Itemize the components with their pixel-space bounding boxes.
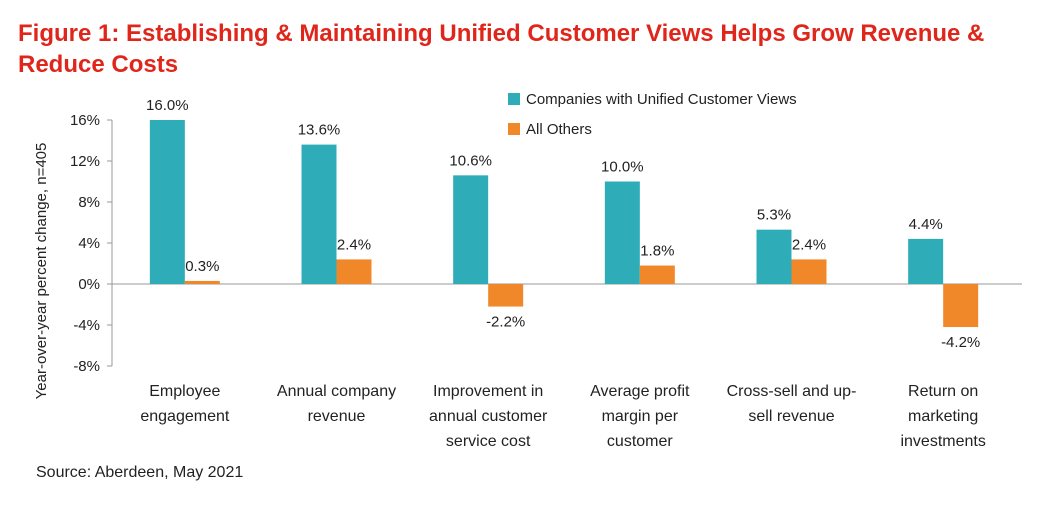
data-label: 2.4% — [337, 236, 371, 253]
data-label: 16.0% — [146, 97, 189, 114]
bar-unified — [301, 144, 337, 284]
category-label: Improvement in — [433, 383, 543, 400]
data-label: -2.2% — [486, 314, 525, 331]
data-label: 2.4% — [792, 236, 826, 253]
category-label: service cost — [446, 433, 531, 450]
y-tick-label: -8% — [73, 358, 100, 375]
category-label: sell revenue — [748, 408, 834, 425]
bar-others — [791, 259, 827, 284]
bar-unified — [756, 229, 792, 284]
category-label: marketing — [908, 408, 978, 425]
legend-swatch — [508, 93, 520, 105]
chart-title: Figure 1: Establishing & Maintaining Uni… — [18, 20, 985, 78]
bar-unified — [453, 175, 489, 284]
bar-others — [336, 259, 372, 284]
category-label: Return on — [908, 383, 978, 400]
category-label: investments — [900, 433, 985, 450]
bar-unified — [908, 238, 944, 284]
data-label: 4.4% — [909, 216, 943, 233]
data-label: 5.3% — [757, 207, 791, 224]
data-label: 10.6% — [449, 152, 492, 169]
legend-label: Companies with Unified Customer Views — [526, 91, 797, 108]
bar-unified — [149, 120, 185, 284]
y-tick-label: 0% — [78, 276, 100, 293]
legend-label: All Others — [526, 121, 592, 138]
bar-others — [184, 280, 220, 284]
data-label: 1.8% — [640, 243, 674, 260]
y-tick-label: 8% — [78, 194, 100, 211]
category-label: Average profit — [590, 383, 690, 400]
data-label: 0.3% — [185, 258, 219, 275]
y-tick-label: 12% — [70, 153, 100, 170]
category-label: revenue — [308, 408, 366, 425]
legend-swatch — [508, 123, 520, 135]
source-note: Source: Aberdeen, May 2021 — [36, 464, 244, 481]
bar-others — [488, 284, 524, 307]
category-label: Cross-sell and up- — [727, 383, 857, 400]
y-axis-label: Year-over-year percent change, n=405 — [33, 143, 50, 400]
bar-others — [639, 265, 675, 284]
category-label: customer — [607, 433, 673, 450]
category-label: Employee — [149, 383, 220, 400]
category-label: engagement — [140, 408, 230, 425]
data-label: 13.6% — [298, 122, 341, 139]
bar-unified — [604, 181, 640, 284]
category-label: Annual company — [277, 383, 396, 400]
data-label: -4.2% — [941, 334, 980, 351]
y-tick-label: 4% — [78, 235, 100, 252]
category-label: annual customer — [429, 408, 548, 425]
y-tick-label: -4% — [73, 317, 100, 334]
category-label: margin per — [602, 408, 679, 425]
y-tick-label: 16% — [70, 112, 100, 129]
data-label: 10.0% — [601, 159, 644, 176]
bar-others — [943, 284, 979, 328]
